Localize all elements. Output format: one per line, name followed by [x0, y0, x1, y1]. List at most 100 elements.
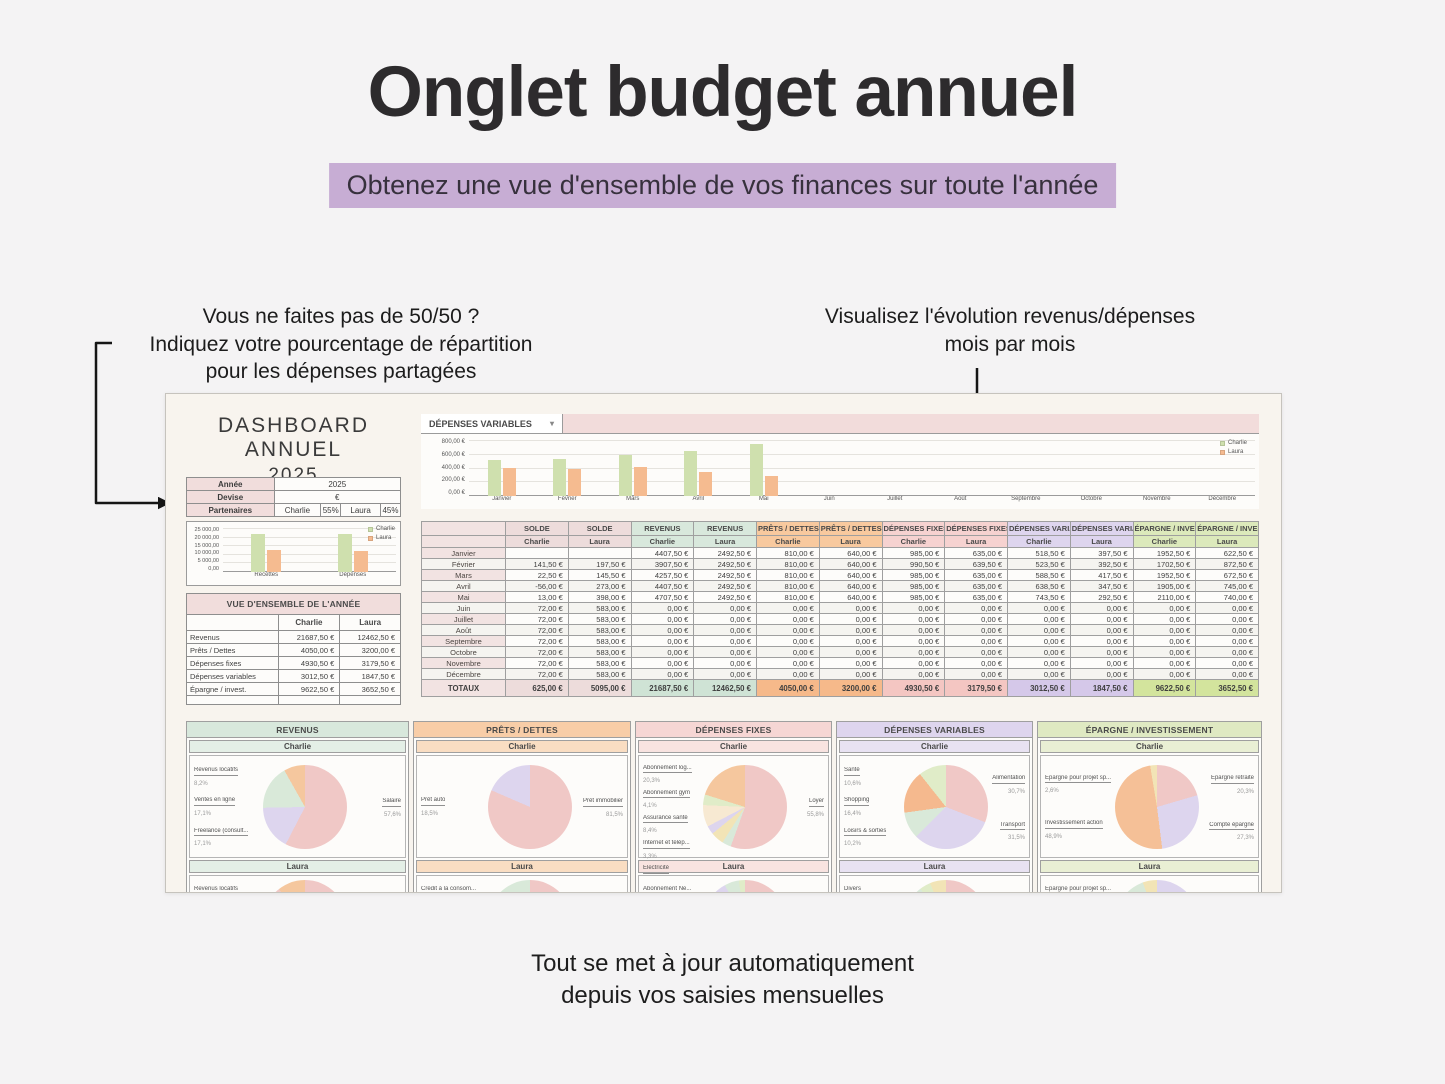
totals-cell: 3200,00 €: [818, 679, 883, 697]
pie-panel-person-charlie: Charlie: [1040, 740, 1259, 753]
table-cell: 810,00 €: [756, 591, 820, 603]
table-cell: 0,00 €: [756, 657, 820, 669]
chart-metric-dropdown[interactable]: DÉPENSES VARIABLES ▾: [421, 414, 563, 433]
table-cell: 0,00 €: [1195, 635, 1259, 647]
pie: [904, 764, 989, 849]
overview-value-laura: 12462,50 €: [339, 630, 401, 644]
partner2-name[interactable]: Laura: [340, 503, 381, 517]
table-cell: 810,00 €: [756, 547, 820, 559]
table-cell: 0,00 €: [1195, 602, 1259, 614]
table-cell: 0,00 €: [693, 635, 757, 647]
table-row: Épargne / invest. 9622,50 €3652,50 €: [186, 682, 401, 696]
column-group-header: ÉPARGNE / INVEST.: [1195, 521, 1259, 536]
pie: [904, 880, 989, 892]
partner1-name[interactable]: Charlie: [273, 503, 322, 517]
table-cell: 0,00 €: [756, 613, 820, 625]
table-cell: 0,00 €: [818, 668, 883, 680]
pie-label: Revenus locatifs10,7%: [194, 881, 261, 892]
column-group-header: SOLDE: [505, 521, 569, 536]
pie-panel: REVENUS Charlie Revenus locatifs 8,2% Vent…: [186, 721, 409, 892]
pie-label: Abonnement gym 4,1%: [643, 789, 691, 810]
table-cell: 72,00 €: [505, 624, 569, 636]
axis-tick: 25 000,00: [194, 527, 219, 533]
table-cell: 0,00 €: [1132, 668, 1197, 680]
axis-label: Mars: [626, 496, 640, 502]
pie-panel-title: ÉPARGNE / INVESTISSEMENT: [1038, 722, 1261, 738]
table-cell: 392,50 €: [1069, 558, 1134, 570]
totals-cell: 4930,50 €: [881, 679, 946, 697]
partner1-percent[interactable]: 55%: [320, 503, 342, 517]
axis-label: Recettes: [254, 572, 279, 578]
table-cell: 0,00 €: [693, 657, 757, 669]
table-row: Mai 13,00 €398,00 €4707,50 €2492,50 €810,…: [421, 591, 1259, 603]
pie: [1114, 880, 1199, 892]
table-cell: 0,00 €: [1132, 624, 1197, 636]
pie-label: Revenus locatifs 8,2%: [194, 767, 239, 787]
column-person-header: Charlie: [756, 535, 820, 548]
axis-label: Mai: [758, 496, 769, 502]
pie-label: Divers6,2%: [844, 881, 902, 892]
column-person-header: Charlie: [630, 535, 695, 548]
table-cell: 0,00 €: [756, 624, 820, 636]
table-cell: 810,00 €: [756, 569, 820, 581]
table-cell: 0,00 €: [818, 613, 883, 625]
axis-tick: 5 000,00: [197, 558, 219, 565]
axis-label: Août: [954, 496, 967, 502]
table-cell: 2492,50 €: [693, 591, 757, 603]
pie-label: Loyer 55,8%: [806, 798, 824, 818]
info-value-devise[interactable]: €: [273, 490, 401, 504]
month-label: Décembre: [421, 668, 506, 680]
overview-col-charlie: Charlie: [277, 614, 341, 631]
pie-label: Investissement action 48,9%: [1045, 820, 1103, 840]
info-label-partenaires: Partenaires: [186, 503, 275, 517]
table-cell: 0,00 €: [1069, 602, 1134, 614]
overview-value-charlie: 4930,50 €: [277, 656, 341, 670]
table-cell: 417,50 €: [1069, 569, 1134, 581]
table-cell: 583,00 €: [567, 602, 632, 614]
chart-plot-area: 800,00 € 600,00 € 400,00 € 200,00 € 0,00 € J…: [421, 434, 1259, 509]
axis-label: Novembre: [1142, 496, 1171, 502]
info-value-annee[interactable]: 2025: [273, 477, 401, 491]
chart-legend: Charlie Laura: [1219, 440, 1247, 455]
table-cell: 523,50 €: [1007, 558, 1071, 570]
table-cell: 640,00 €: [818, 591, 883, 603]
chart-header-bar: DÉPENSES VARIABLES ▾: [421, 414, 1259, 434]
pie-label: Prêt immobilier 81,5%: [582, 798, 623, 818]
table-cell: 0,00 €: [630, 646, 695, 658]
month-label: Février: [421, 558, 506, 570]
table-cell: 0,00 €: [1069, 646, 1134, 658]
legend-swatch: [367, 526, 373, 532]
month-label: Mai: [421, 591, 506, 603]
table-cell: 745,00 €: [1195, 580, 1259, 592]
info-row-annee: Année 2025: [186, 477, 401, 491]
legend-swatch: [1219, 449, 1225, 455]
pie-panel-title: DÉPENSES FIXES: [636, 722, 831, 738]
mini-chart-bars: Recettes Dépenses: [223, 528, 396, 582]
table-cell: 2492,50 €: [693, 580, 757, 592]
overview-corner: [186, 614, 279, 631]
table-cell: [505, 547, 569, 559]
legend-swatch: [367, 535, 373, 541]
table-cell: 0,00 €: [944, 613, 1008, 625]
table-row: Février 141,50 €197,50 €3907,50 €2492,50 …: [421, 558, 1259, 570]
bar-charlie: [487, 459, 501, 496]
pie-label: Transport 31,5%: [999, 821, 1025, 842]
totals-cell: 3179,50 €: [944, 679, 1008, 697]
table-cell: 1905,00 €: [1132, 580, 1197, 592]
pie-label: Alimentation 30,7%: [992, 775, 1025, 795]
table-cell: 0,00 €: [630, 613, 695, 625]
column-person-header: Charlie: [881, 535, 946, 548]
table-cell: 0,00 €: [1132, 602, 1197, 614]
table-row: Décembre 72,00 €583,00 €0,00 €0,00 €0,00 …: [421, 668, 1259, 680]
pie-panel: DÉPENSES VARIABLES Charlie Santé 10,6% Sho…: [836, 721, 1033, 892]
column-group-header: PRÊTS / DETTES: [818, 521, 883, 536]
bar-charlie: [553, 459, 567, 496]
table-cell: 0,00 €: [630, 668, 695, 680]
partner2-percent[interactable]: 45%: [380, 503, 401, 517]
legend-item: Charlie: [1219, 440, 1247, 446]
table-cell: 0,00 €: [818, 635, 883, 647]
chevron-down-icon: ▾: [549, 419, 554, 428]
legend-swatch: [1219, 440, 1225, 446]
table-cell: 640,00 €: [818, 547, 883, 559]
pie-label: Épargne retraite 20,3%: [1210, 775, 1254, 795]
